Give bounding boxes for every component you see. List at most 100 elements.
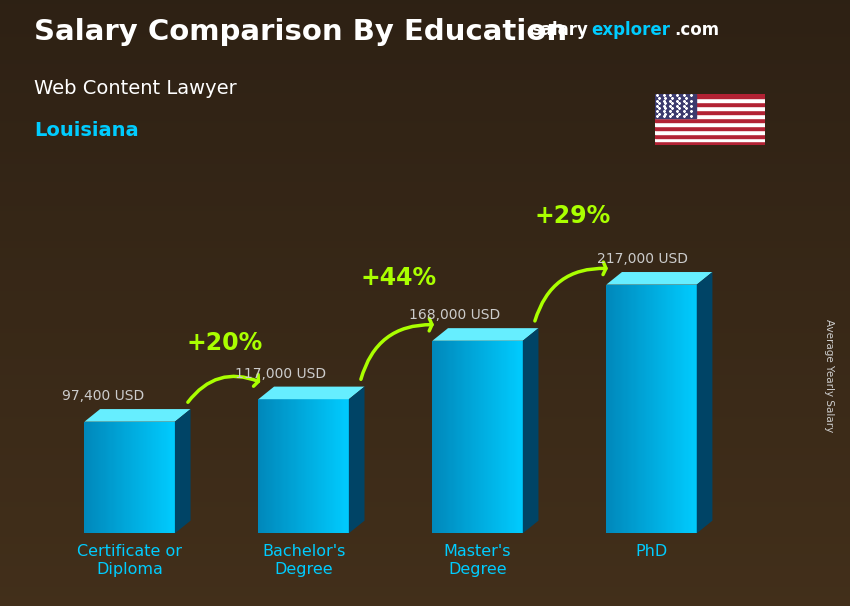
Polygon shape	[499, 341, 500, 533]
Polygon shape	[148, 422, 149, 533]
Polygon shape	[292, 399, 293, 533]
Polygon shape	[140, 422, 141, 533]
Polygon shape	[160, 422, 162, 533]
Polygon shape	[98, 422, 99, 533]
Polygon shape	[477, 341, 478, 533]
Polygon shape	[677, 285, 678, 533]
Polygon shape	[128, 422, 130, 533]
Text: explorer: explorer	[591, 21, 670, 39]
Polygon shape	[615, 285, 616, 533]
Polygon shape	[456, 341, 457, 533]
Polygon shape	[347, 399, 348, 533]
Polygon shape	[620, 285, 621, 533]
Text: 97,400 USD: 97,400 USD	[62, 389, 144, 404]
Text: +20%: +20%	[186, 330, 263, 355]
Polygon shape	[609, 285, 611, 533]
Polygon shape	[290, 399, 292, 533]
Polygon shape	[133, 422, 134, 533]
Polygon shape	[660, 285, 661, 533]
Polygon shape	[106, 422, 107, 533]
Polygon shape	[506, 341, 507, 533]
Polygon shape	[344, 399, 345, 533]
Text: 217,000 USD: 217,000 USD	[598, 252, 688, 266]
Polygon shape	[332, 399, 333, 533]
Bar	[654, 114, 765, 118]
Polygon shape	[91, 422, 93, 533]
Polygon shape	[122, 422, 123, 533]
Polygon shape	[117, 422, 118, 533]
Polygon shape	[675, 285, 677, 533]
Polygon shape	[480, 341, 481, 533]
Polygon shape	[474, 341, 475, 533]
Polygon shape	[343, 399, 344, 533]
Polygon shape	[513, 341, 515, 533]
Polygon shape	[121, 422, 122, 533]
Polygon shape	[446, 341, 447, 533]
Bar	[654, 106, 765, 110]
Polygon shape	[654, 285, 655, 533]
Polygon shape	[89, 422, 90, 533]
Polygon shape	[500, 341, 501, 533]
Polygon shape	[482, 341, 484, 533]
Polygon shape	[345, 399, 347, 533]
Polygon shape	[118, 422, 120, 533]
Polygon shape	[481, 341, 482, 533]
Polygon shape	[90, 422, 91, 533]
Polygon shape	[447, 341, 448, 533]
Text: .com: .com	[674, 21, 719, 39]
Polygon shape	[657, 285, 658, 533]
Polygon shape	[622, 285, 623, 533]
Polygon shape	[611, 285, 612, 533]
Polygon shape	[635, 285, 636, 533]
Polygon shape	[107, 422, 108, 533]
Polygon shape	[155, 422, 156, 533]
Polygon shape	[137, 422, 138, 533]
Bar	[654, 125, 765, 130]
Polygon shape	[691, 285, 692, 533]
Polygon shape	[324, 399, 325, 533]
Polygon shape	[510, 341, 512, 533]
Polygon shape	[319, 399, 320, 533]
Text: 168,000 USD: 168,000 USD	[410, 308, 501, 322]
Polygon shape	[671, 285, 672, 533]
Bar	[654, 122, 765, 125]
Polygon shape	[623, 285, 625, 533]
Polygon shape	[298, 399, 299, 533]
Polygon shape	[170, 422, 172, 533]
Bar	[654, 102, 765, 106]
Polygon shape	[130, 422, 131, 533]
Polygon shape	[97, 422, 98, 533]
Polygon shape	[283, 399, 285, 533]
Polygon shape	[165, 422, 166, 533]
Polygon shape	[441, 341, 443, 533]
Bar	[654, 141, 765, 145]
Polygon shape	[652, 285, 653, 533]
Polygon shape	[149, 422, 150, 533]
Bar	[654, 118, 765, 122]
Bar	[654, 130, 765, 133]
Polygon shape	[116, 422, 117, 533]
Bar	[654, 94, 765, 98]
Polygon shape	[103, 422, 104, 533]
Polygon shape	[338, 399, 340, 533]
Polygon shape	[625, 285, 626, 533]
Polygon shape	[493, 341, 495, 533]
Polygon shape	[664, 285, 665, 533]
Polygon shape	[667, 285, 668, 533]
Polygon shape	[296, 399, 297, 533]
Polygon shape	[439, 341, 440, 533]
Text: salary: salary	[531, 21, 588, 39]
Polygon shape	[692, 285, 694, 533]
Polygon shape	[330, 399, 331, 533]
Polygon shape	[289, 399, 290, 533]
Polygon shape	[167, 422, 168, 533]
Polygon shape	[462, 341, 463, 533]
Polygon shape	[100, 422, 101, 533]
Polygon shape	[320, 399, 321, 533]
Polygon shape	[316, 399, 317, 533]
Polygon shape	[86, 422, 87, 533]
Polygon shape	[111, 422, 113, 533]
Polygon shape	[340, 399, 341, 533]
Polygon shape	[258, 399, 259, 533]
Polygon shape	[498, 341, 499, 533]
